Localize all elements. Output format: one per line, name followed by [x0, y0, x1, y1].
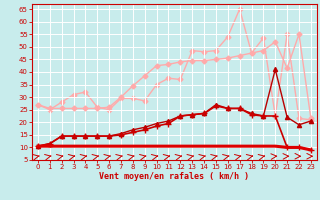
X-axis label: Vent moyen/en rafales ( km/h ): Vent moyen/en rafales ( km/h )	[100, 172, 249, 181]
